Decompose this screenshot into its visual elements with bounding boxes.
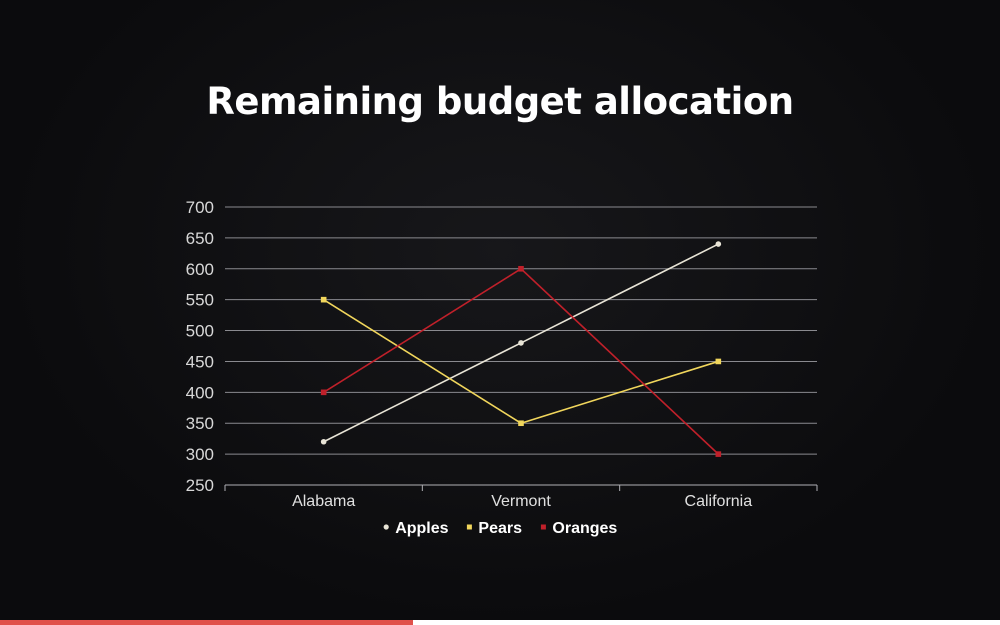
- x-axis: [224, 484, 818, 491]
- y-tick-label: 250: [186, 476, 214, 495]
- x-tick-label: California: [685, 493, 753, 510]
- legend-label-oranges: Oranges: [552, 520, 617, 537]
- data-point-apples: [715, 241, 722, 247]
- y-tick-label: 700: [186, 198, 214, 217]
- y-tick-label: 600: [186, 260, 214, 279]
- data-point-apples: [320, 438, 327, 445]
- series-lines: [320, 241, 722, 457]
- chart-title: Remaining budget allocation: [206, 80, 794, 123]
- data-point-apples: [518, 340, 524, 346]
- y-tick-label: 450: [186, 352, 214, 371]
- y-tick-label: 650: [186, 229, 214, 248]
- y-tick-label: 350: [186, 414, 214, 433]
- slide-progress-bar: [0, 620, 1000, 625]
- data-point-oranges: [518, 265, 524, 272]
- legend-marker-oranges: [540, 524, 546, 530]
- data-point-pears: [518, 420, 524, 427]
- grid-lines: [225, 206, 817, 455]
- data-point-oranges: [715, 451, 722, 457]
- x-category-labels: Alabama Vermont California: [292, 493, 752, 510]
- legend-marker-pears: [466, 524, 472, 530]
- slide-progress-fill: [0, 620, 413, 625]
- y-tick-labels: 250 300 350 400 450 500 550 600 650 700: [186, 198, 214, 495]
- x-tick-label: Vermont: [491, 493, 551, 510]
- y-tick-label: 500: [186, 322, 214, 341]
- legend-label-pears: Pears: [478, 520, 522, 537]
- x-tick-label: Alabama: [292, 493, 355, 510]
- legend: Apples Pears Oranges: [383, 520, 617, 537]
- y-tick-label: 550: [186, 291, 214, 310]
- legend-marker-apples: [383, 524, 389, 530]
- y-tick-label: 400: [186, 383, 214, 402]
- data-point-pears: [320, 296, 327, 303]
- legend-label-apples: Apples: [395, 520, 448, 537]
- data-point-pears: [715, 358, 722, 365]
- data-point-oranges: [320, 389, 327, 396]
- y-tick-label: 300: [186, 445, 214, 464]
